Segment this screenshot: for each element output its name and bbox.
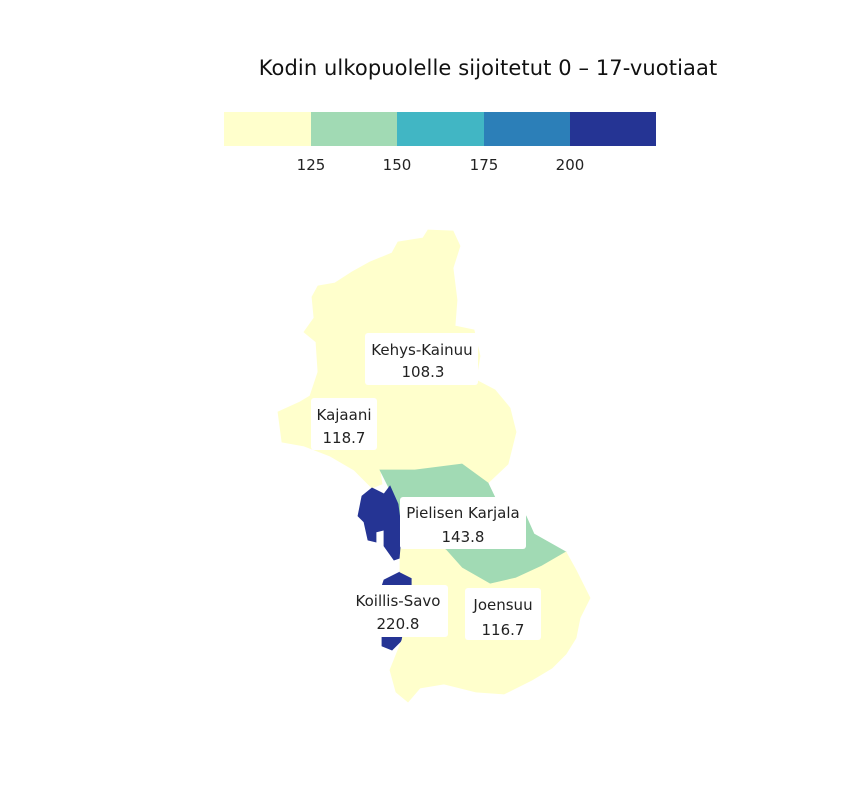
- label-pielisen-karjala-name: Pielisen Karjala: [406, 504, 519, 522]
- legend-tick-125: 125: [297, 156, 326, 174]
- label-koillis-savo: Koillis-Savo 220.8: [348, 585, 448, 637]
- label-kajaani-name: Kajaani: [317, 406, 372, 424]
- label-kehys-kainuu-name: Kehys-Kainuu: [371, 341, 472, 359]
- region-koillis-savo-north[interactable]: [357, 485, 403, 561]
- label-koillis-savo-value: 220.8: [377, 615, 420, 633]
- label-kajaani-value: 118.7: [323, 429, 366, 447]
- label-pielisen-karjala-value: 143.8: [442, 528, 485, 546]
- label-joensuu: Joensuu 116.7: [465, 588, 541, 640]
- label-koillis-savo-name: Koillis-Savo: [356, 592, 441, 610]
- legend-swatch-3: [397, 112, 484, 146]
- legend-swatch-1: [224, 112, 311, 146]
- legend-swatch-5: [570, 112, 656, 146]
- region-labels: Kehys-Kainuu 108.3 Kajaani 118.7 Pielise…: [311, 333, 541, 640]
- legend-swatch-4: [484, 112, 570, 146]
- label-joensuu-value: 116.7: [482, 621, 525, 639]
- map-title-text: Kodin ulkopuolelle sijoitetut 0 – 17-vuo…: [258, 56, 718, 80]
- legend: 125 150 175 200: [224, 112, 656, 174]
- label-pielisen-karjala: Pielisen Karjala 143.8: [400, 497, 526, 549]
- label-kehys-kainuu: Kehys-Kainuu 108.3: [365, 333, 478, 385]
- legend-tick-175: 175: [470, 156, 499, 174]
- legend-swatch-2: [311, 112, 397, 146]
- label-kajaani: Kajaani 118.7: [311, 398, 377, 450]
- legend-tick-200: 200: [556, 156, 585, 174]
- legend-tick-150: 150: [383, 156, 412, 174]
- label-joensuu-name: Joensuu: [472, 596, 532, 614]
- map-title: Kodin ulkopuolelle sijoitetut 0 – 17-vuo…: [0, 56, 864, 80]
- label-kehys-kainuu-value: 108.3: [402, 363, 445, 381]
